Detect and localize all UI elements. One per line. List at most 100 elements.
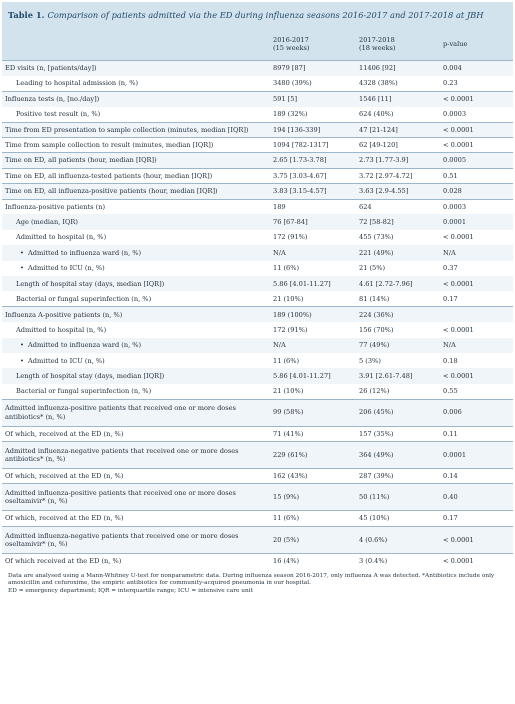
row-label: Admitted to hospital (n, %) bbox=[16, 233, 107, 242]
table-row: ED visits (n, [patients/day]) 8979 [87] 11… bbox=[2, 59, 513, 76]
row-label-cell: Time from ED presentation to sample coll… bbox=[2, 121, 270, 138]
table-row: Time on ED, all patients (hour, median [… bbox=[2, 152, 513, 169]
value-2016-2017-cell: 2.65 [1.73-3.78] bbox=[270, 152, 356, 169]
row-label-cell: Admitted influenza-positive patients tha… bbox=[2, 483, 270, 511]
row-label-cell: Admitted to hospital (n, %) bbox=[2, 322, 270, 338]
row-label-cell: Age (median, IQR) bbox=[2, 214, 270, 230]
p-value-cell: < 0.0001 bbox=[440, 90, 513, 107]
row-label: Of which received at the ED (n, %) bbox=[5, 557, 122, 566]
value-2017-2018-cell: 47 [21-124] bbox=[356, 121, 440, 138]
header-season-2016-2017-years: 2016-2017 bbox=[273, 35, 309, 44]
p-value-cell: 0.0001 bbox=[440, 214, 513, 230]
p-value-cell bbox=[440, 306, 513, 323]
table-row: Influenza-positive patients (n) 189 624 0.0… bbox=[2, 198, 513, 215]
value-2017-2018-cell: 157 (35%) bbox=[356, 425, 440, 442]
p-value-cell: < 0.0001 bbox=[440, 229, 513, 246]
row-label: Time on ED, all influenza-tested patient… bbox=[5, 171, 213, 180]
value-2017-2018-cell: 3.63 [2.9-4.55] bbox=[356, 183, 440, 200]
row-label: Positive test result (n, %) bbox=[16, 110, 101, 118]
p-value-cell: < 0.0001 bbox=[440, 525, 513, 554]
value-2017-2018-cell: 455 (73%) bbox=[356, 229, 440, 246]
value-2017-2018-cell: 206 (45%) bbox=[356, 398, 440, 427]
table-row: Time from sample collection to result (m… bbox=[2, 136, 513, 153]
value-2017-2018-cell: 50 (11%) bbox=[356, 483, 440, 511]
table-header: 2016-2017 (15 weeks) 2017-2018 (18 weeks… bbox=[2, 28, 513, 61]
value-2017-2018-cell: 26 (12%) bbox=[356, 383, 440, 400]
value-2017-2018-cell: 224 (36%) bbox=[356, 306, 440, 323]
p-value-cell: 0.0001 bbox=[440, 440, 513, 469]
value-2016-2017-cell: 3480 (39%) bbox=[270, 75, 356, 92]
row-label: Time from sample collection to result (m… bbox=[5, 141, 214, 150]
table-row: Admitted influenza-negative patients tha… bbox=[2, 440, 513, 469]
value-2017-2018-cell: 5 (3%) bbox=[356, 352, 440, 369]
value-2016-2017-cell: 172 (91%) bbox=[270, 229, 356, 246]
row-label: Length of hospital stay (days, median [I… bbox=[16, 279, 165, 288]
row-label-cell: Admitted influenza-negative patients tha… bbox=[2, 525, 270, 554]
value-2016-2017-cell: 11 (6%) bbox=[270, 352, 356, 369]
row-label-cell: Time from sample collection to result (m… bbox=[2, 136, 270, 153]
row-label-cell: Time on ED, all patients (hour, median [… bbox=[2, 152, 270, 169]
bullet-icon: • bbox=[20, 248, 24, 257]
p-value-cell: < 0.0001 bbox=[440, 368, 513, 384]
table-row: Positive test result (n, %) 189 (32%) 624 … bbox=[2, 106, 513, 123]
row-label-cell: Influenza A-positive patients (n, %) bbox=[2, 306, 270, 323]
value-2016-2017-cell: 8979 [87] bbox=[270, 59, 356, 76]
p-value-cell: 0.17 bbox=[440, 510, 513, 527]
comparison-table: 2016-2017 (15 weeks) 2017-2018 (18 weeks… bbox=[2, 28, 513, 569]
value-2017-2018-cell: 3.72 [2.97-4.72] bbox=[356, 167, 440, 184]
table-row: Time on ED, all influenza-tested patient… bbox=[2, 167, 513, 184]
row-label-cell: Bacterial or fungal superinfection (n, %… bbox=[2, 291, 270, 307]
table-row: Of which, received at the ED (n, %) 11 (6… bbox=[2, 510, 513, 527]
p-value-cell: < 0.0001 bbox=[440, 136, 513, 153]
row-label: Time from ED presentation to sample coll… bbox=[5, 125, 249, 134]
row-label: Admitted influenza-negative patients tha… bbox=[5, 446, 239, 463]
value-2017-2018-cell: 4.61 [2.72-7.96] bbox=[356, 275, 440, 292]
table-row: Of which received at the ED (n, %) 16 (4%… bbox=[2, 552, 513, 569]
value-2017-2018-cell: 364 (49%) bbox=[356, 440, 440, 469]
table-footnote: Data are analysed using a Mann-Whitney U… bbox=[2, 569, 513, 600]
row-label-cell: Bacterial or fungal superinfection (n, %… bbox=[2, 383, 270, 400]
value-2016-2017-cell: 20 (5%) bbox=[270, 525, 356, 554]
row-label: Influenza-positive patients (n) bbox=[5, 202, 106, 211]
p-value-cell: N/A bbox=[440, 337, 513, 353]
p-value-cell: 0.004 bbox=[440, 59, 513, 76]
p-value-cell: 0.55 bbox=[440, 383, 513, 400]
bullet-icon: • bbox=[20, 356, 24, 365]
row-label-cell: Leading to hospital admission (n, %) bbox=[2, 75, 270, 92]
row-label: Of which, received at the ED (n, %) bbox=[5, 429, 124, 438]
value-2016-2017-cell: 5.86 [4.01-11.27] bbox=[270, 368, 356, 384]
value-2017-2018-cell: 4328 (38%) bbox=[356, 75, 440, 92]
value-2017-2018-cell: 624 bbox=[356, 198, 440, 215]
table-row: Admitted influenza-negative patients tha… bbox=[2, 525, 513, 554]
table-row: Bacterial or fungal superinfection (n, %… bbox=[2, 383, 513, 400]
table-body: ED visits (n, [patients/day]) 8979 [87] 11… bbox=[2, 59, 513, 569]
row-label-cell: Influenza tests (n, [no./day]) bbox=[2, 90, 270, 107]
p-value-cell: N/A bbox=[440, 245, 513, 261]
row-label-cell: • Admitted to ICU (n, %) bbox=[2, 260, 270, 276]
row-label-cell: Time on ED, all influenza-tested patient… bbox=[2, 167, 270, 184]
row-label: Admitted to hospital (n, %) bbox=[16, 325, 107, 334]
value-2016-2017-cell: 1094 [782-1317] bbox=[270, 136, 356, 153]
value-2016-2017-cell: 99 (58%) bbox=[270, 398, 356, 427]
header-p-value: p-value bbox=[440, 28, 513, 61]
p-value-cell: 0.0003 bbox=[440, 198, 513, 215]
row-label: Of which, received at the ED (n, %) bbox=[5, 472, 124, 481]
row-label: Admitted to influenza ward (n, %) bbox=[28, 341, 142, 350]
row-label: Influenza A-positive patients (n, %) bbox=[5, 310, 123, 319]
row-label-cell: • Admitted to ICU (n, %) bbox=[2, 352, 270, 369]
table-row: Of which, received at the ED (n, %) 162 (… bbox=[2, 467, 513, 484]
table-row: Admitted to hospital (n, %) 172 (91%) 455 … bbox=[2, 229, 513, 246]
value-2016-2017-cell: 189 bbox=[270, 198, 356, 215]
row-label-cell: ED visits (n, [patients/day]) bbox=[2, 59, 270, 76]
value-2016-2017-cell: 76 [67-84] bbox=[270, 214, 356, 230]
row-label: ED visits (n, [patients/day]) bbox=[5, 64, 97, 73]
p-value-cell: < 0.0001 bbox=[440, 322, 513, 338]
table-row: Admitted influenza-positive patients tha… bbox=[2, 398, 513, 427]
value-2016-2017-cell: 11 (6%) bbox=[270, 260, 356, 276]
value-2017-2018-cell: 3 (0.4%) bbox=[356, 552, 440, 569]
row-label-cell: Positive test result (n, %) bbox=[2, 106, 270, 123]
value-2017-2018-cell: 72 [58-82] bbox=[356, 214, 440, 230]
row-label-cell: Admitted influenza-positive patients tha… bbox=[2, 398, 270, 427]
value-2016-2017-cell: 194 [136-339] bbox=[270, 121, 356, 138]
header-label-cell bbox=[2, 28, 270, 61]
